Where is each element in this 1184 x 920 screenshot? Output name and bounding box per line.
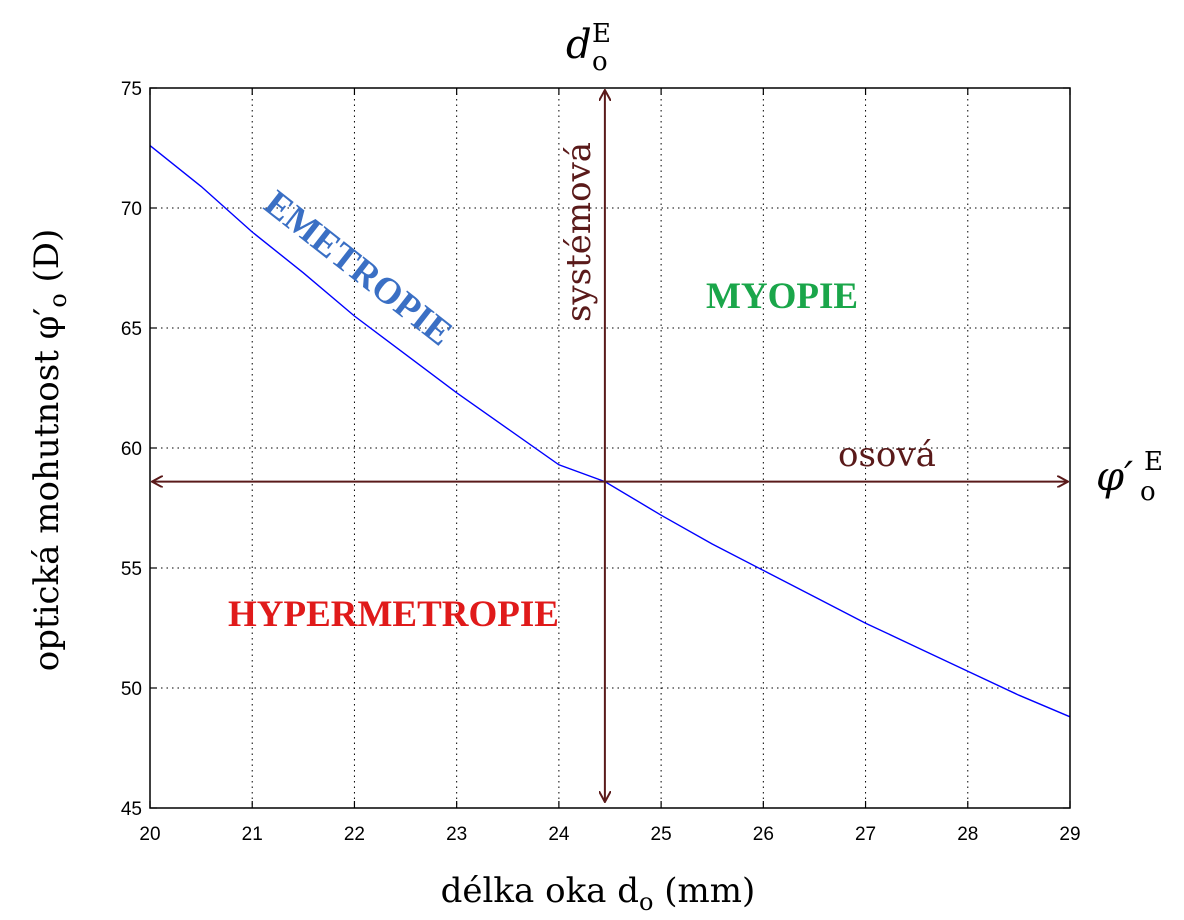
- x-tick-label: 20: [139, 824, 160, 845]
- emetropie-label: EMETROPIE: [256, 183, 459, 355]
- y-tick-label: 60: [121, 439, 142, 460]
- y-tick-label: 75: [121, 79, 142, 100]
- y-tick-label: 70: [121, 199, 142, 220]
- x-axis-title: délka oka do (mm): [441, 871, 756, 916]
- x-tick-label: 21: [242, 824, 263, 845]
- myopie-label: MYOPIE: [706, 276, 858, 317]
- x-tick-label: 22: [344, 824, 365, 845]
- tick-marks: [149, 87, 1071, 809]
- x-tick-label: 23: [446, 824, 467, 845]
- y-tick-label: 65: [121, 319, 142, 340]
- y-tick-labels: 45 50 55 60 65 70 75: [121, 79, 142, 820]
- y-tick-label: 50: [121, 679, 142, 700]
- grid: [150, 88, 1070, 808]
- y-axis-title: optická mohutnost φ′o (D): [27, 229, 72, 672]
- osova-label: osová: [838, 435, 936, 475]
- hypermetropie-label: HYPERMETROPIE: [228, 594, 559, 635]
- x-tick-label: 25: [651, 824, 672, 845]
- y-tick-label: 55: [121, 559, 142, 580]
- x-tick-label: 27: [855, 824, 876, 845]
- reference-lines: [152, 90, 1068, 802]
- x-tick-label: 26: [753, 824, 774, 845]
- x-tick-label: 24: [548, 824, 570, 845]
- d-marker-label: dE o: [566, 19, 611, 77]
- x-tick-label: 29: [1059, 824, 1080, 845]
- x-tick-labels: 20 21 22 23 24 25 26 27 28 29: [139, 824, 1080, 845]
- y-tick-label: 45: [121, 799, 142, 820]
- x-tick-label: 28: [957, 824, 978, 845]
- systemova-label: systémová: [559, 142, 599, 322]
